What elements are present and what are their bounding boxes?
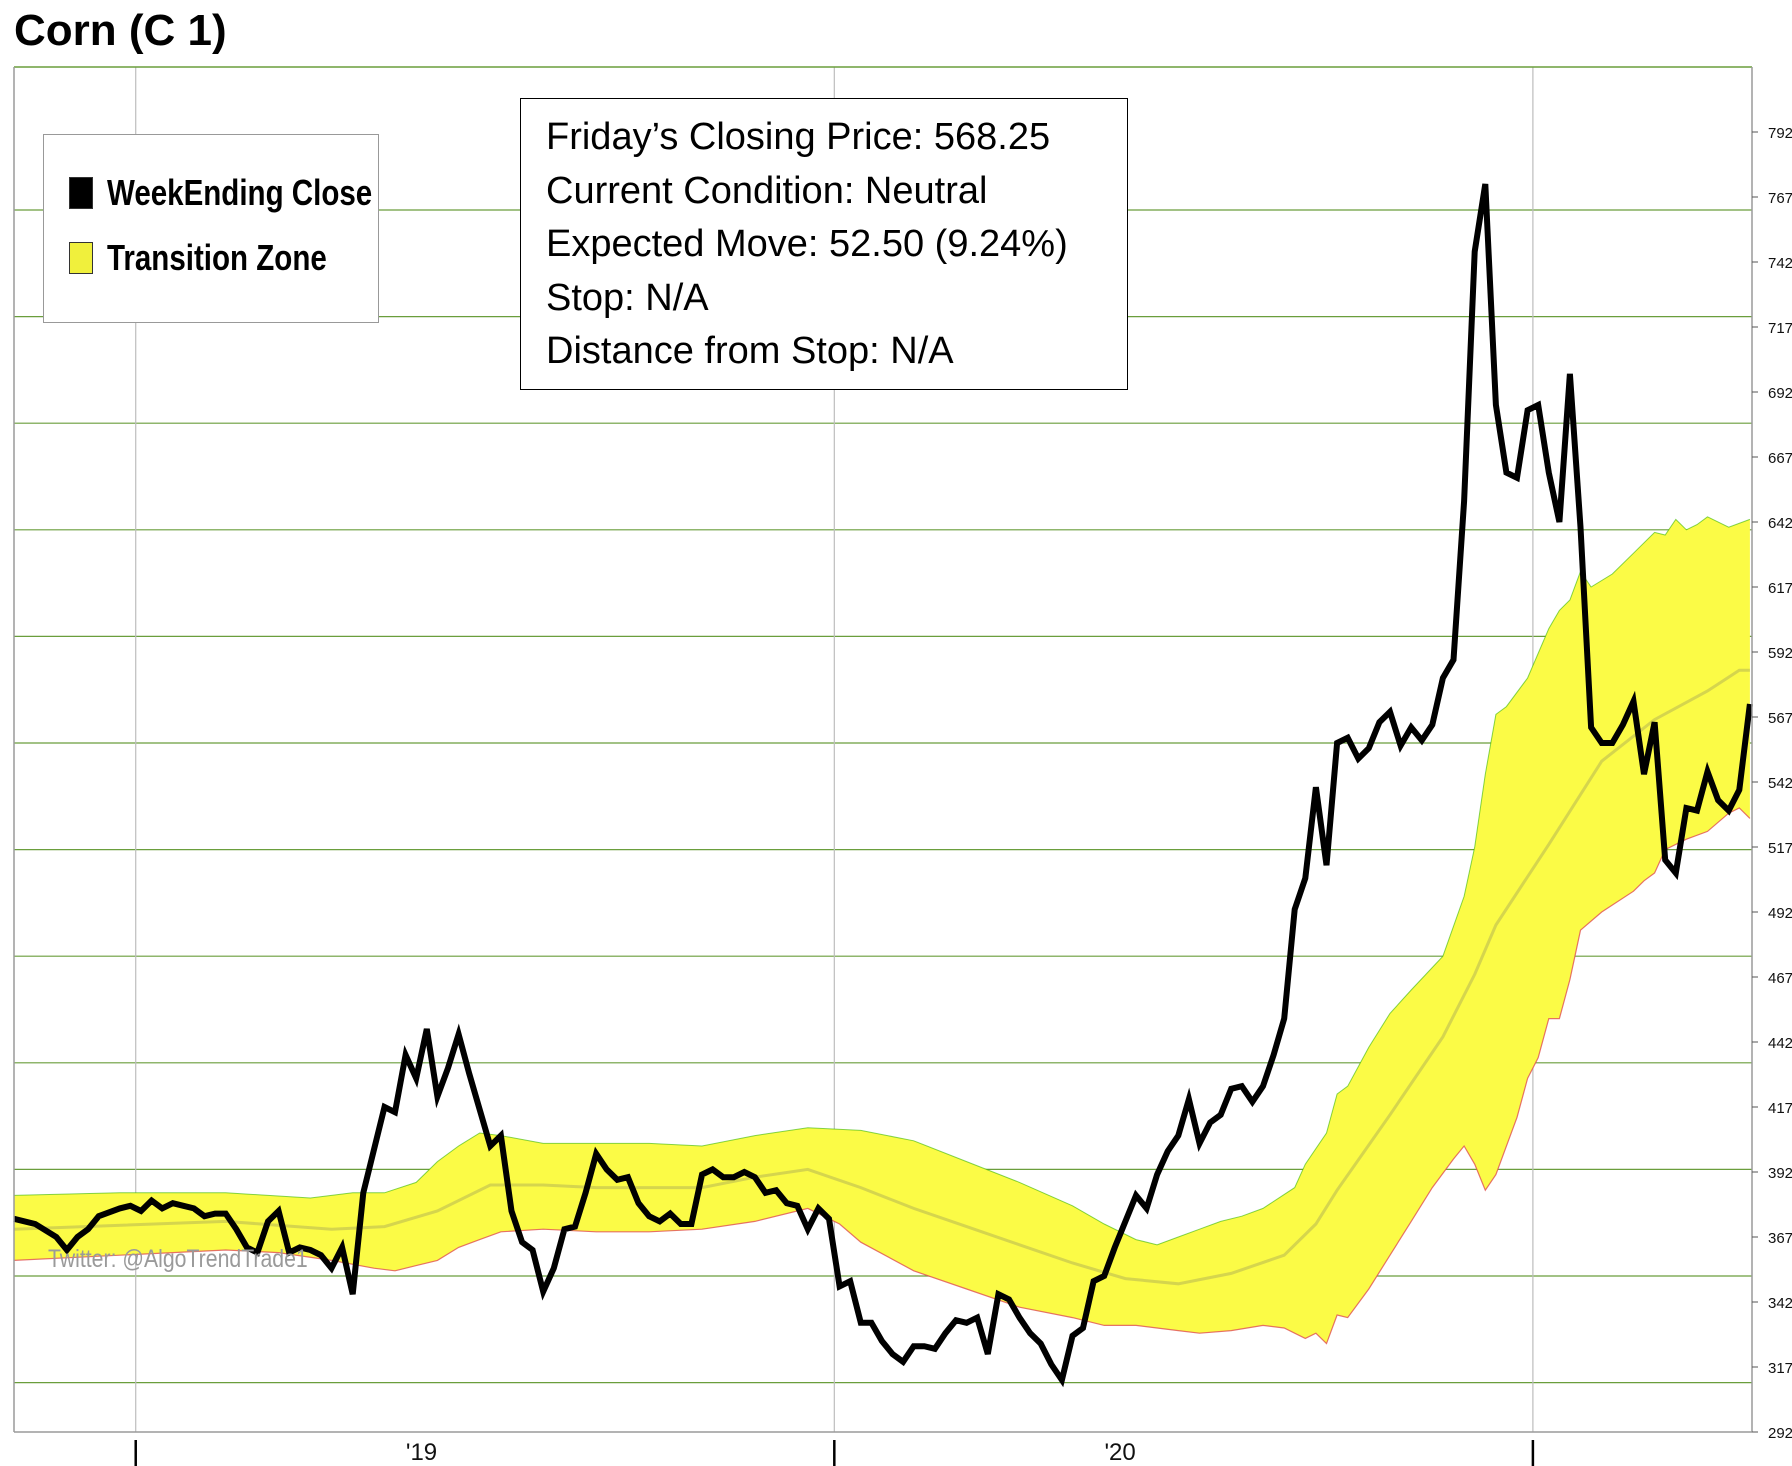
legend-swatch-close <box>69 177 93 209</box>
y-tick-label-767: 767 <box>1768 190 1792 207</box>
watermark: Twitter: @AlgoTrendTrade1 <box>48 1245 308 1273</box>
info-expected-move: Expected Move: 52.50 (9.24%) <box>546 223 1068 265</box>
y-tick-label-342: 342 <box>1768 1295 1792 1312</box>
y-tick-label-667: 667 <box>1768 450 1792 467</box>
legend-item-zone: Transition Zone <box>69 237 375 278</box>
y-tick-label-317: 317 <box>1768 1360 1792 1377</box>
y-tick-label-467: 467 <box>1768 970 1792 987</box>
info-stop: Stop: N/A <box>546 276 709 319</box>
x-axis: '19'20'21 <box>134 1439 1535 1466</box>
info-box: Friday’s Closing Price: 568.25 Current C… <box>520 98 1128 390</box>
y-tick-label-417: 417 <box>1768 1100 1792 1117</box>
y-axis: 292 317 342 367 392 417 442 467 492 517 542 567 592 6… <box>1752 125 1792 1442</box>
y-tick-label-367: 367 <box>1768 1230 1792 1247</box>
legend-label-zone: Transition Zone <box>107 237 327 278</box>
x-year-label-1: '20 <box>1104 1439 1135 1466</box>
chart-title: Corn (C 1) <box>14 6 227 55</box>
y-tick-label-592: 592 <box>1768 645 1792 662</box>
plot-frame <box>13 66 1753 1433</box>
legend-item-close: WeekEnding Close <box>69 172 430 213</box>
legend-swatch-zone <box>69 242 93 274</box>
y-tick-label-742: 742 <box>1768 255 1792 272</box>
info-closing-price: Friday’s Closing Price: 568.25 <box>546 116 1051 158</box>
y-tick-label-642: 642 <box>1768 515 1792 532</box>
info-distance-from-stop: Distance from Stop: N/A <box>546 330 954 372</box>
y-tick-label-792: 792 <box>1768 125 1792 142</box>
y-tick-label-717: 717 <box>1768 320 1792 337</box>
transition-zone-fill <box>14 516 1750 1344</box>
y-tick-label-442: 442 <box>1768 1035 1792 1052</box>
info-current-condition: Current Condition: Neutral <box>546 169 988 212</box>
close-price-line-group <box>13 183 1753 1388</box>
x-year-label-0: '19 <box>406 1439 437 1466</box>
y-tick-label-692: 692 <box>1768 385 1792 402</box>
close-price-line <box>13 183 1753 1388</box>
y-tick-label-542: 542 <box>1768 775 1792 792</box>
transition-zone-lower-edge <box>13 807 1751 1345</box>
y-tick-label-567: 567 <box>1768 710 1792 727</box>
y-tick-label-392: 392 <box>1768 1165 1792 1182</box>
legend-label-close: WeekEnding Close <box>107 172 373 213</box>
y-tick-label-492: 492 <box>1768 905 1792 922</box>
transition-zone-band <box>13 516 1751 1345</box>
y-tick-label-517: 517 <box>1768 840 1792 857</box>
legend: WeekEnding Close Transition Zone <box>43 134 379 323</box>
y-tick-label-617: 617 <box>1768 580 1792 597</box>
y-tick-label-292: 292 <box>1768 1425 1792 1442</box>
